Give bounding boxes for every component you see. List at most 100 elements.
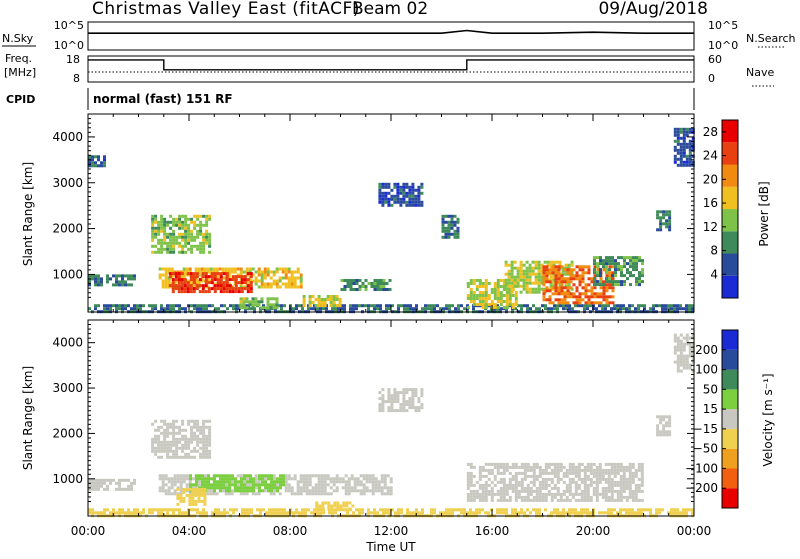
rti-cell — [538, 489, 542, 493]
rti-cell — [592, 462, 596, 466]
rti-cell — [623, 280, 626, 284]
rti-cell — [163, 437, 167, 441]
rti-cell — [178, 455, 182, 459]
velocity-colorbar-tick-label: 200 — [695, 343, 718, 357]
rti-cell — [688, 163, 692, 167]
rti-cell — [290, 492, 294, 496]
rti-cell — [208, 304, 211, 308]
rti-cell — [320, 304, 324, 307]
rti-cell — [535, 495, 539, 499]
rti-cell — [496, 291, 500, 294]
rti-cell — [507, 281, 511, 285]
rti-cell — [531, 269, 535, 273]
rti-cell — [296, 270, 300, 274]
rti-cell — [179, 483, 183, 487]
rti-cell — [466, 483, 470, 487]
rti-cell — [190, 220, 194, 224]
rti-cell — [184, 235, 188, 239]
x-tick-label: 12:00 — [374, 524, 409, 538]
rti-cell — [484, 306, 488, 309]
rti-cell — [640, 508, 643, 512]
rti-cell — [661, 307, 664, 311]
rti-cell — [202, 508, 205, 512]
rti-cell — [581, 277, 585, 281]
rti-cell — [490, 291, 494, 294]
rti-cell — [493, 285, 497, 288]
rti-cell — [601, 477, 605, 481]
rti-cell — [520, 508, 523, 512]
rti-cell — [519, 284, 523, 288]
rti-cell — [355, 508, 358, 512]
rti-cell — [676, 307, 679, 311]
rti-cell — [293, 276, 297, 280]
rti-cell — [178, 244, 182, 248]
rti-cell — [178, 307, 181, 311]
rti-cell — [593, 256, 596, 260]
rti-cell — [202, 247, 206, 251]
velocity-colorbar-tick-label: 15 — [703, 402, 718, 416]
rti-cell — [551, 268, 555, 272]
rti-cell — [257, 492, 261, 496]
rti-cell — [106, 277, 109, 281]
cpid-label: CPID — [6, 93, 35, 106]
rti-cell — [179, 480, 183, 484]
rti-cell — [227, 267, 231, 271]
rti-cell — [481, 486, 485, 490]
rti-cell — [589, 465, 593, 469]
rti-cell — [280, 511, 283, 515]
rti-cell — [206, 279, 210, 283]
rti-cell — [586, 489, 590, 493]
rti-cell — [373, 288, 377, 291]
rti-cell — [554, 268, 558, 272]
rti-cell — [447, 229, 451, 233]
rti-cell — [338, 480, 342, 484]
rti-cell — [535, 508, 538, 512]
rti-cell — [154, 307, 157, 311]
rti-cell — [184, 214, 188, 218]
rti-cell — [414, 197, 418, 201]
rti-cell — [186, 287, 190, 291]
rti-cell — [388, 304, 391, 308]
rti-cell — [596, 262, 599, 266]
rti-cell — [124, 511, 127, 515]
rti-cell — [613, 508, 616, 512]
rti-cell — [565, 511, 568, 515]
rti-cell — [646, 508, 649, 512]
rti-cell — [545, 280, 549, 284]
rti-cell — [193, 434, 197, 438]
rti-cell — [362, 477, 366, 481]
rti-cell — [381, 197, 385, 201]
rti-cell — [668, 228, 672, 232]
rti-cell — [466, 294, 470, 297]
velocity-colorbar-tick-label: 50 — [703, 382, 718, 396]
rti-cell — [472, 495, 476, 499]
rti-cell — [106, 478, 109, 482]
rti-cell — [172, 247, 176, 251]
rti-cell — [659, 415, 663, 419]
rti-cell — [387, 182, 391, 186]
rti-cell — [456, 217, 460, 221]
rti-cell — [262, 304, 265, 308]
rti-cell — [94, 164, 97, 168]
rti-cell — [598, 477, 602, 481]
rti-cell — [519, 290, 523, 294]
rti-cell — [551, 292, 555, 296]
rti-cell — [201, 290, 205, 294]
rti-cell — [311, 301, 315, 304]
rti-cell — [172, 307, 175, 311]
rti-cell — [161, 285, 165, 289]
rti-cell — [187, 446, 191, 450]
rti-cell — [602, 289, 606, 293]
rti-cell — [656, 424, 660, 428]
rti-cell — [350, 477, 354, 481]
rti-cell — [148, 304, 151, 308]
rti-cell — [619, 486, 623, 490]
rti-cell — [396, 200, 400, 204]
rti-cell — [605, 256, 608, 260]
rti-cell — [545, 265, 549, 269]
rti-cell — [599, 256, 602, 260]
rti-cell — [213, 284, 217, 288]
rti-cell — [257, 285, 261, 289]
rti-cell — [381, 406, 385, 410]
rti-cell — [249, 290, 253, 294]
